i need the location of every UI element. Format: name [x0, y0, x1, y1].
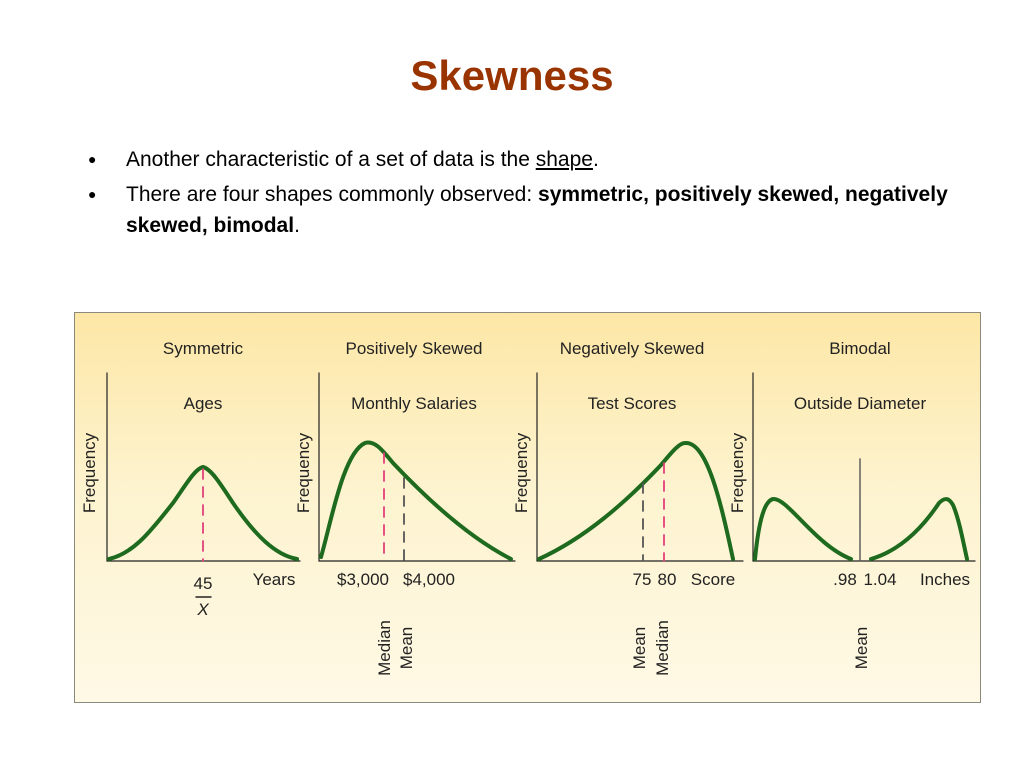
y-axis-label: Frequency [728, 432, 747, 513]
tick-label: $3,000 [337, 570, 389, 589]
distribution-curve-right [869, 497, 969, 561]
bullet-icon: ● [88, 186, 97, 202]
tick-label: 1.04 [863, 570, 896, 589]
tick-label: 45 [194, 574, 213, 593]
panel-variable: Test Scores [588, 394, 677, 413]
mean-label: Mean [397, 627, 416, 670]
xbar-symbol: X [196, 600, 209, 619]
panel-heading: Positively Skewed [345, 339, 482, 358]
distribution-curve [319, 440, 513, 561]
panel-heading: Negatively Skewed [560, 339, 705, 358]
tick-label: .98 [833, 570, 857, 589]
bullet-icon: ● [88, 151, 97, 167]
median-label: Median [375, 620, 394, 676]
unit-label: Inches [920, 570, 970, 589]
distribution-curve [537, 441, 735, 561]
y-axis-label: Frequency [512, 432, 531, 513]
tick-label: $4,000 [403, 570, 455, 589]
median-label: Median [653, 620, 672, 676]
skewness-figure: Symmetric Ages Frequency 45 X Years Posi… [74, 312, 981, 703]
bullet-text: Another characteristic of a set of data … [126, 148, 536, 171]
y-axis-label: Frequency [80, 432, 99, 513]
slide-title: Skewness [410, 52, 614, 99]
panel-variable: Outside Diameter [794, 394, 927, 413]
mean-label: Mean [852, 627, 871, 670]
panel-heading: Bimodal [829, 339, 890, 358]
shape-list: symmetric, positively skewed, negatively… [126, 183, 948, 237]
bullet-suffix: . [592, 148, 599, 171]
panel-variable: Monthly Salaries [351, 394, 477, 413]
unit-label: Years [253, 570, 296, 589]
shape-term: shape [535, 148, 593, 171]
mean-label: Mean [630, 627, 649, 670]
bullet-list: ● Another characteristic of a set of data… [88, 144, 958, 241]
distribution-curve-left [753, 497, 853, 561]
distribution-curve [107, 464, 299, 561]
panel-positively-skewed: Positively Skewed Monthly Salaries Frequ… [294, 339, 516, 676]
unit-label: Score [691, 570, 735, 589]
bullet-suffix: . [294, 214, 300, 237]
bullet-text: There are four shapes commonly observed: [126, 183, 539, 206]
tick-label: 75 [633, 570, 652, 589]
bullet-item: ● Another characteristic of a set of data… [88, 144, 958, 175]
panel-variable: Ages [184, 394, 223, 413]
panel-bimodal: Bimodal Outside Diameter Frequency .98 1… [728, 339, 976, 670]
panel-negatively-skewed: Negatively Skewed Test Scores Frequency … [512, 339, 744, 676]
panel-symmetric: Symmetric Ages Frequency 45 X Years [80, 339, 301, 619]
tick-label: 80 [658, 570, 677, 589]
skewness-diagram: Symmetric Ages Frequency 45 X Years Posi… [80, 339, 976, 676]
panel-heading: Symmetric [163, 339, 244, 358]
bullet-item: ● There are four shapes commonly observed… [88, 179, 958, 241]
y-axis-label: Frequency [294, 432, 313, 513]
